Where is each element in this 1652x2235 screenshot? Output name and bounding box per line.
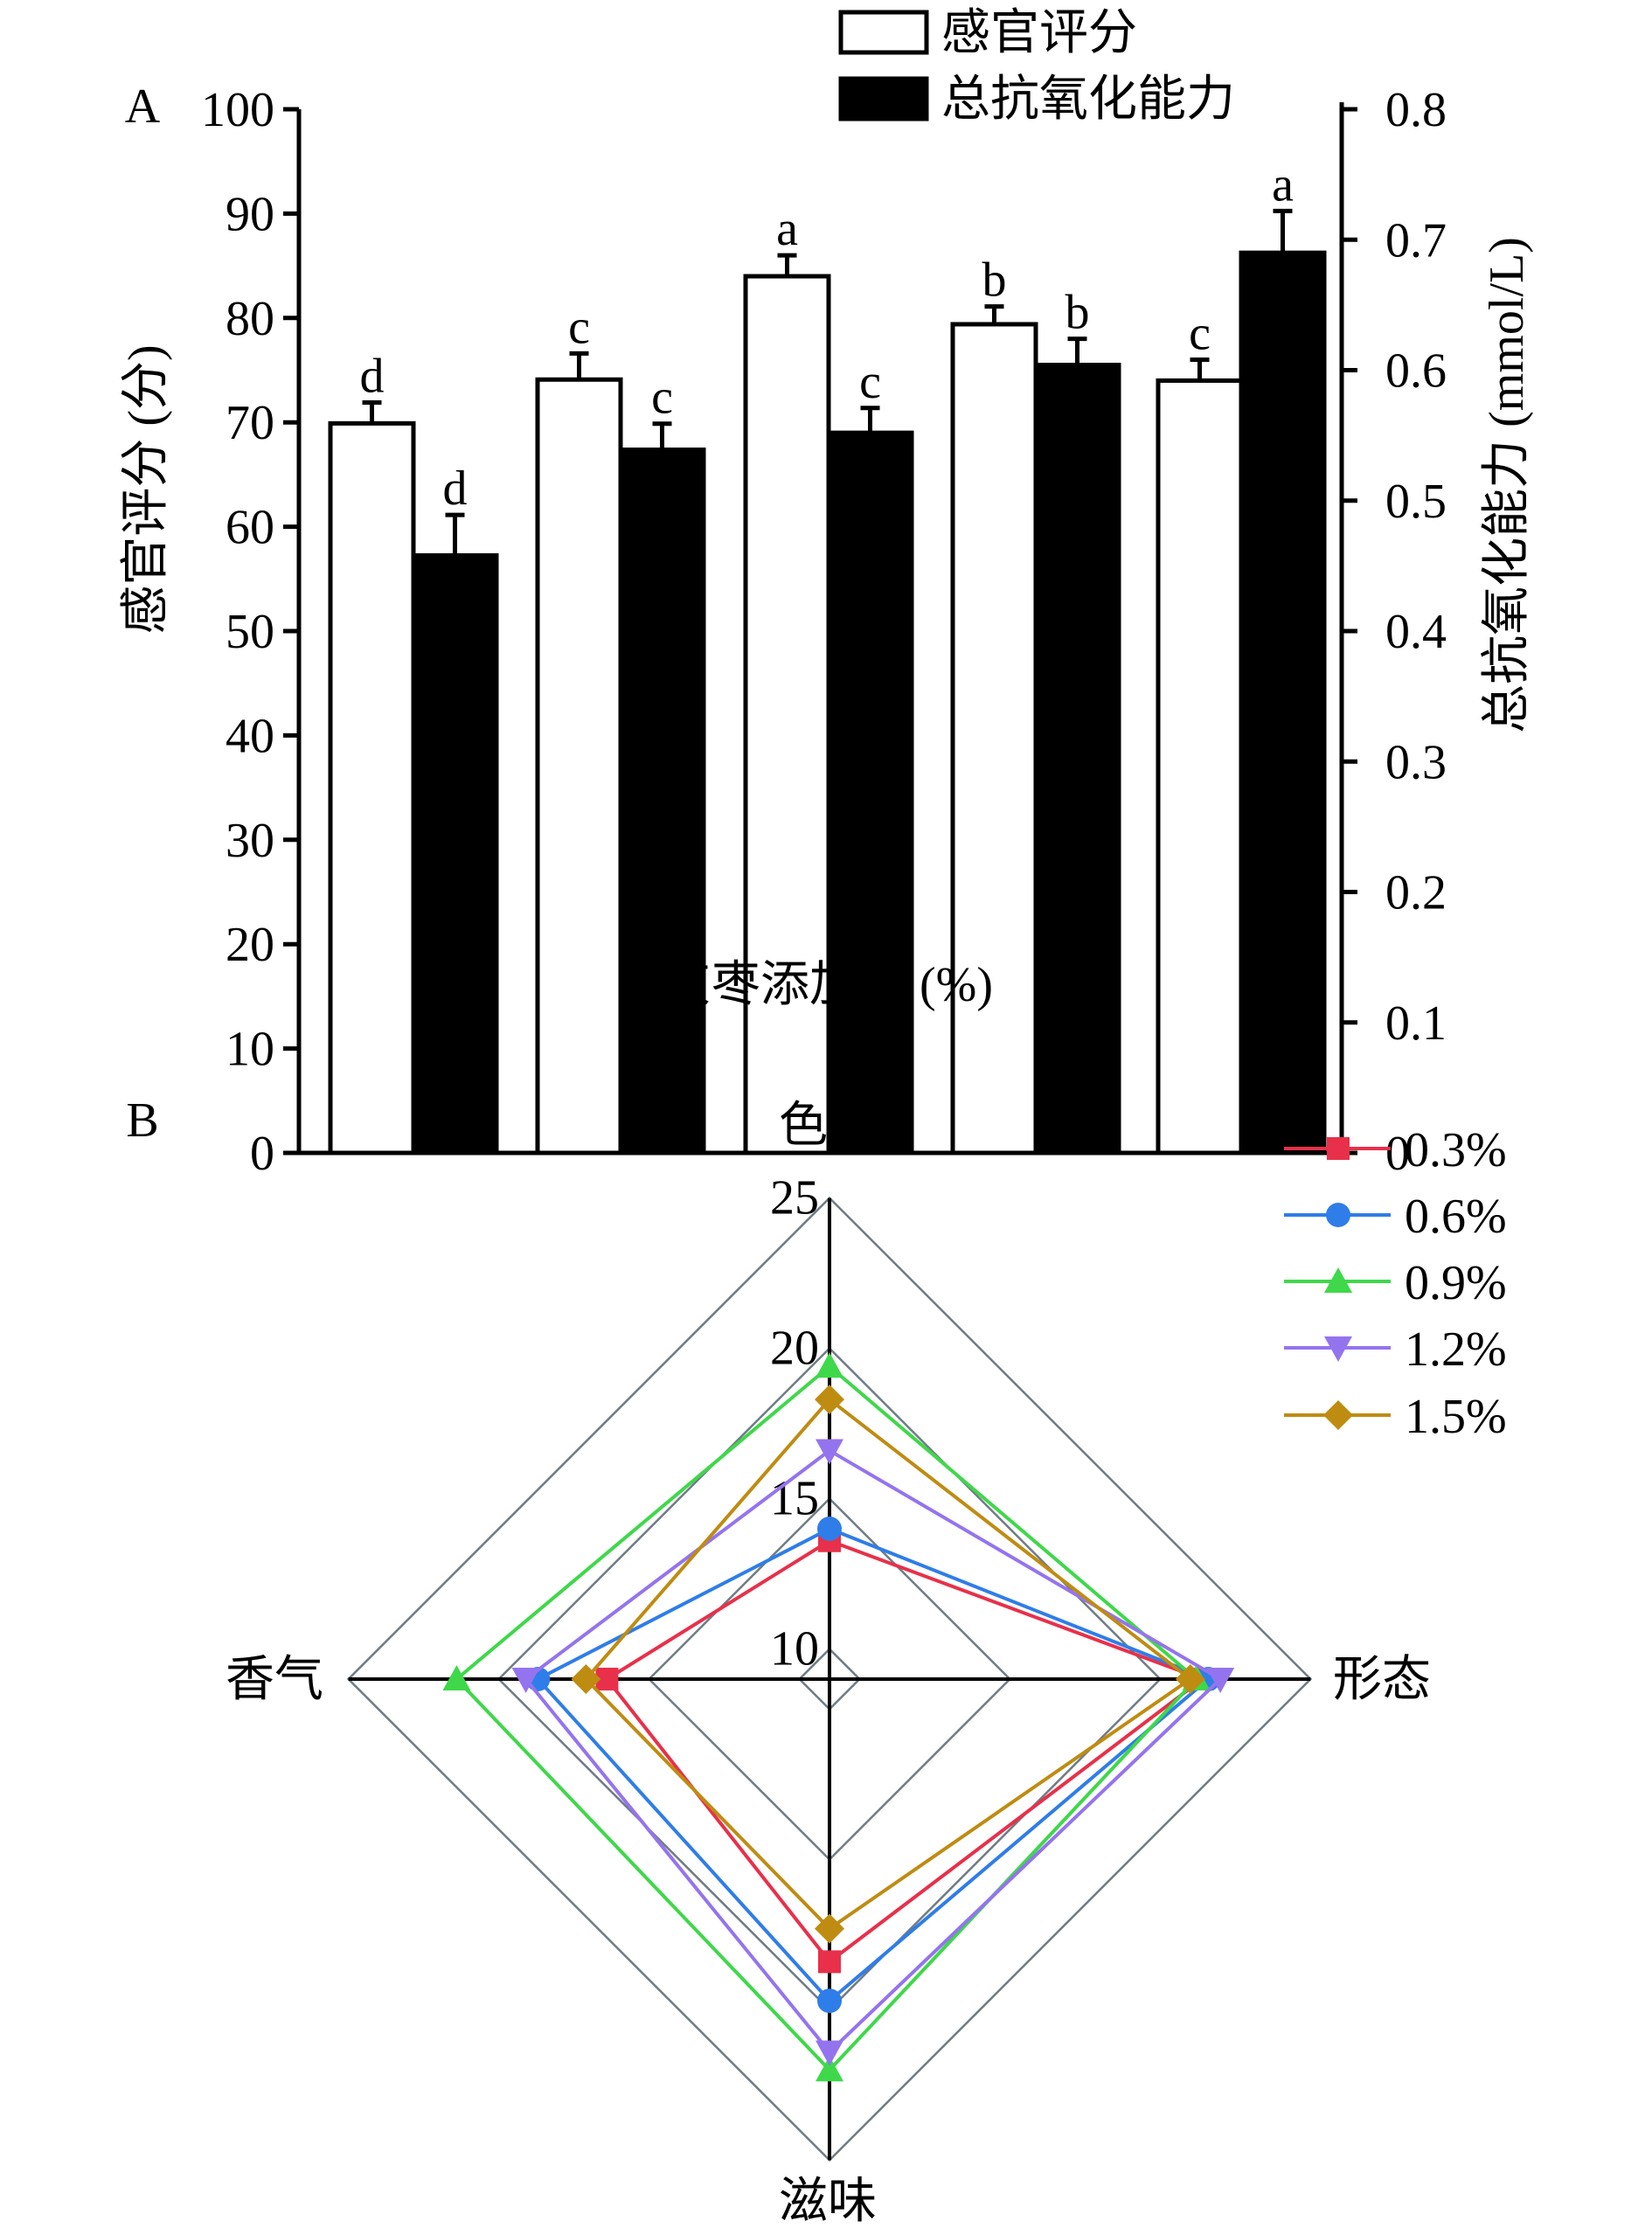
radar-point-marker <box>816 1352 843 1378</box>
radar-point-marker <box>1175 1664 1205 1694</box>
left-y-tick-label: 90 <box>226 187 274 241</box>
x-axis-label: 灰枣添加量 (%) <box>663 958 993 1012</box>
legend-marker <box>1324 1267 1352 1293</box>
right-y-tick-label: 0.5 <box>1385 475 1447 529</box>
left-y-tick-label: 70 <box>226 396 274 450</box>
bar-sensory-score <box>328 420 416 1156</box>
right-y-tick-label: 0.3 <box>1385 735 1447 789</box>
significance-letter: d <box>360 350 385 404</box>
left-y-tick-label: 60 <box>226 501 274 555</box>
radar-axis-label: 滋味 <box>779 2175 877 2229</box>
legend-label: 1.5% <box>1405 1390 1507 1444</box>
radar-series-line <box>604 1538 1206 1965</box>
radar-point-marker <box>815 1385 844 1415</box>
radar-point-marker <box>816 2056 843 2082</box>
panel-label: A <box>125 80 161 134</box>
bar-sensory-score <box>535 377 623 1156</box>
left-y-tick-label: 0 <box>250 1127 274 1181</box>
significance-letter: d <box>443 462 468 516</box>
left-y-tick-label: 30 <box>226 814 274 868</box>
legend-label: 0.9% <box>1405 1256 1507 1310</box>
right-y-tick-label: 0.7 <box>1385 213 1447 267</box>
legend-marker <box>1327 1137 1350 1160</box>
bar-sensory-score <box>950 322 1038 1156</box>
significance-letter: c <box>1189 307 1211 361</box>
legend-label: 0.6% <box>1405 1190 1507 1244</box>
ring-label: 25 <box>770 1171 819 1225</box>
left-y-tick-label: 100 <box>201 83 274 137</box>
right-y-tick-label: 0.4 <box>1385 605 1447 659</box>
radar-point-marker <box>815 1913 844 1944</box>
radar-point-marker <box>816 1439 843 1465</box>
right-y-tick-label: 0 <box>1385 1127 1410 1181</box>
radar-point-marker <box>817 1517 842 1541</box>
radar-axis-label: 香气 <box>226 1653 323 1707</box>
legend-marker <box>1324 1336 1352 1362</box>
radar-point-marker <box>817 1989 842 2014</box>
left-y-tick-label: 10 <box>226 1023 274 1077</box>
radar-point-marker <box>571 1664 601 1694</box>
radar-point-marker <box>816 2040 843 2066</box>
significance-letter: b <box>1065 286 1090 340</box>
bar-antioxidant <box>1239 250 1327 1156</box>
right-y-tick-label: 0.2 <box>1385 866 1447 920</box>
legend-marker <box>1326 1203 1350 1227</box>
radar-axis-label: 形态 <box>1333 1653 1431 1707</box>
ring-label: 10 <box>770 1622 819 1676</box>
legend-swatch <box>838 76 929 121</box>
radar-point-marker <box>1206 1668 1235 1693</box>
left-y-tick-label: 40 <box>226 709 274 763</box>
right-y-tick-label: 0.6 <box>1385 344 1447 399</box>
bar-chart-panel-a: A 0 10 20 30 40 50 60 70 80 90 100 0 0.1 0.2 0.3 0.4 0.5 0… <box>119 6 1534 1181</box>
legend-label: 1.2% <box>1405 1322 1507 1377</box>
legend-label: 感官评分 <box>941 6 1137 60</box>
radar-series-line <box>583 1397 1194 1932</box>
left-y-axis-label: 感官评分 (分) <box>119 344 173 634</box>
legend-marker <box>1323 1400 1353 1430</box>
radar-axis-label: 色泽 <box>779 1099 877 1153</box>
right-y-axis-label: 总抗氧化能力 (mmol/L) <box>1480 237 1534 733</box>
panel-label: B <box>126 1093 158 1148</box>
radar-point-marker <box>818 1950 841 1974</box>
left-y-tick-label: 20 <box>226 918 274 972</box>
legend-swatch <box>838 10 929 55</box>
left-y-tick-label: 50 <box>226 605 274 659</box>
ring-label: 20 <box>770 1322 819 1376</box>
significance-letter: c <box>568 300 590 354</box>
radar-point-marker <box>442 1665 471 1690</box>
radar-point-marker <box>511 1668 540 1693</box>
legend-label: 0.3% <box>1405 1123 1507 1177</box>
significance-letter: c <box>859 355 881 409</box>
bar-antioxidant <box>826 430 914 1156</box>
right-y-tick-label: 0.1 <box>1385 996 1447 1051</box>
ring-label: 15 <box>770 1472 819 1526</box>
significance-letter: a <box>776 202 798 256</box>
significance-letter: c <box>651 371 673 425</box>
left-y-tick-label: 80 <box>226 292 274 346</box>
bar-antioxidant <box>618 448 706 1156</box>
legend-label: 总抗氧化能力 <box>941 73 1235 127</box>
bar-sensory-score <box>1156 378 1244 1156</box>
significance-letter: a <box>1272 157 1294 212</box>
right-y-tick-label: 0.8 <box>1385 83 1447 137</box>
significance-letter: b <box>982 253 1007 308</box>
bar-sensory-score <box>743 274 831 1156</box>
bar-antioxidant <box>411 552 499 1156</box>
bar-antioxidant <box>1033 363 1121 1156</box>
